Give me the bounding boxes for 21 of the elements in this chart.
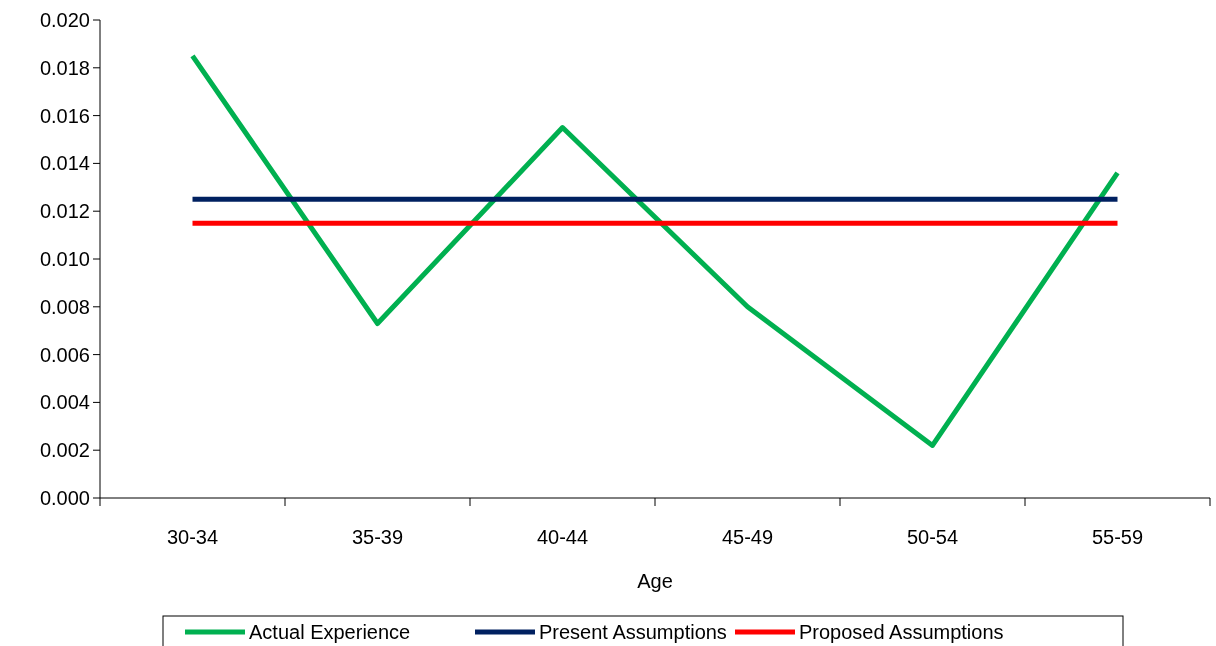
y-tick-label: 0.018	[39, 56, 90, 79]
x-tick-label: 45-49	[721, 526, 774, 548]
y-tick-label: 0.004	[39, 391, 90, 414]
y-tick-label: 0.006	[39, 343, 90, 366]
x-tick-label: 55-59	[1091, 526, 1144, 548]
y-tick-label: 0.014	[39, 152, 90, 175]
y-tick-label: 0.008	[39, 295, 90, 318]
legend-label: Present Assumptions	[539, 621, 727, 643]
y-tick-label: 0.000	[39, 487, 90, 509]
legend-label: Proposed Assumptions	[799, 621, 1004, 643]
x-tick-label: 30-34	[166, 526, 219, 548]
y-tick-label: 0.016	[39, 104, 90, 127]
x-axis-title: Age	[637, 570, 673, 592]
y-tick-label: 0.012	[39, 200, 90, 223]
y-tick-label: 0.010	[39, 248, 90, 270]
y-tick-label: 0.020	[39, 9, 90, 31]
y-tick-label: 0.002	[39, 439, 90, 462]
legend-label: Actual Experience	[249, 621, 411, 643]
x-tick-label: 35-39	[351, 526, 404, 548]
x-tick-label: 40-44	[536, 526, 589, 548]
x-tick-label: 50-54	[906, 526, 959, 548]
